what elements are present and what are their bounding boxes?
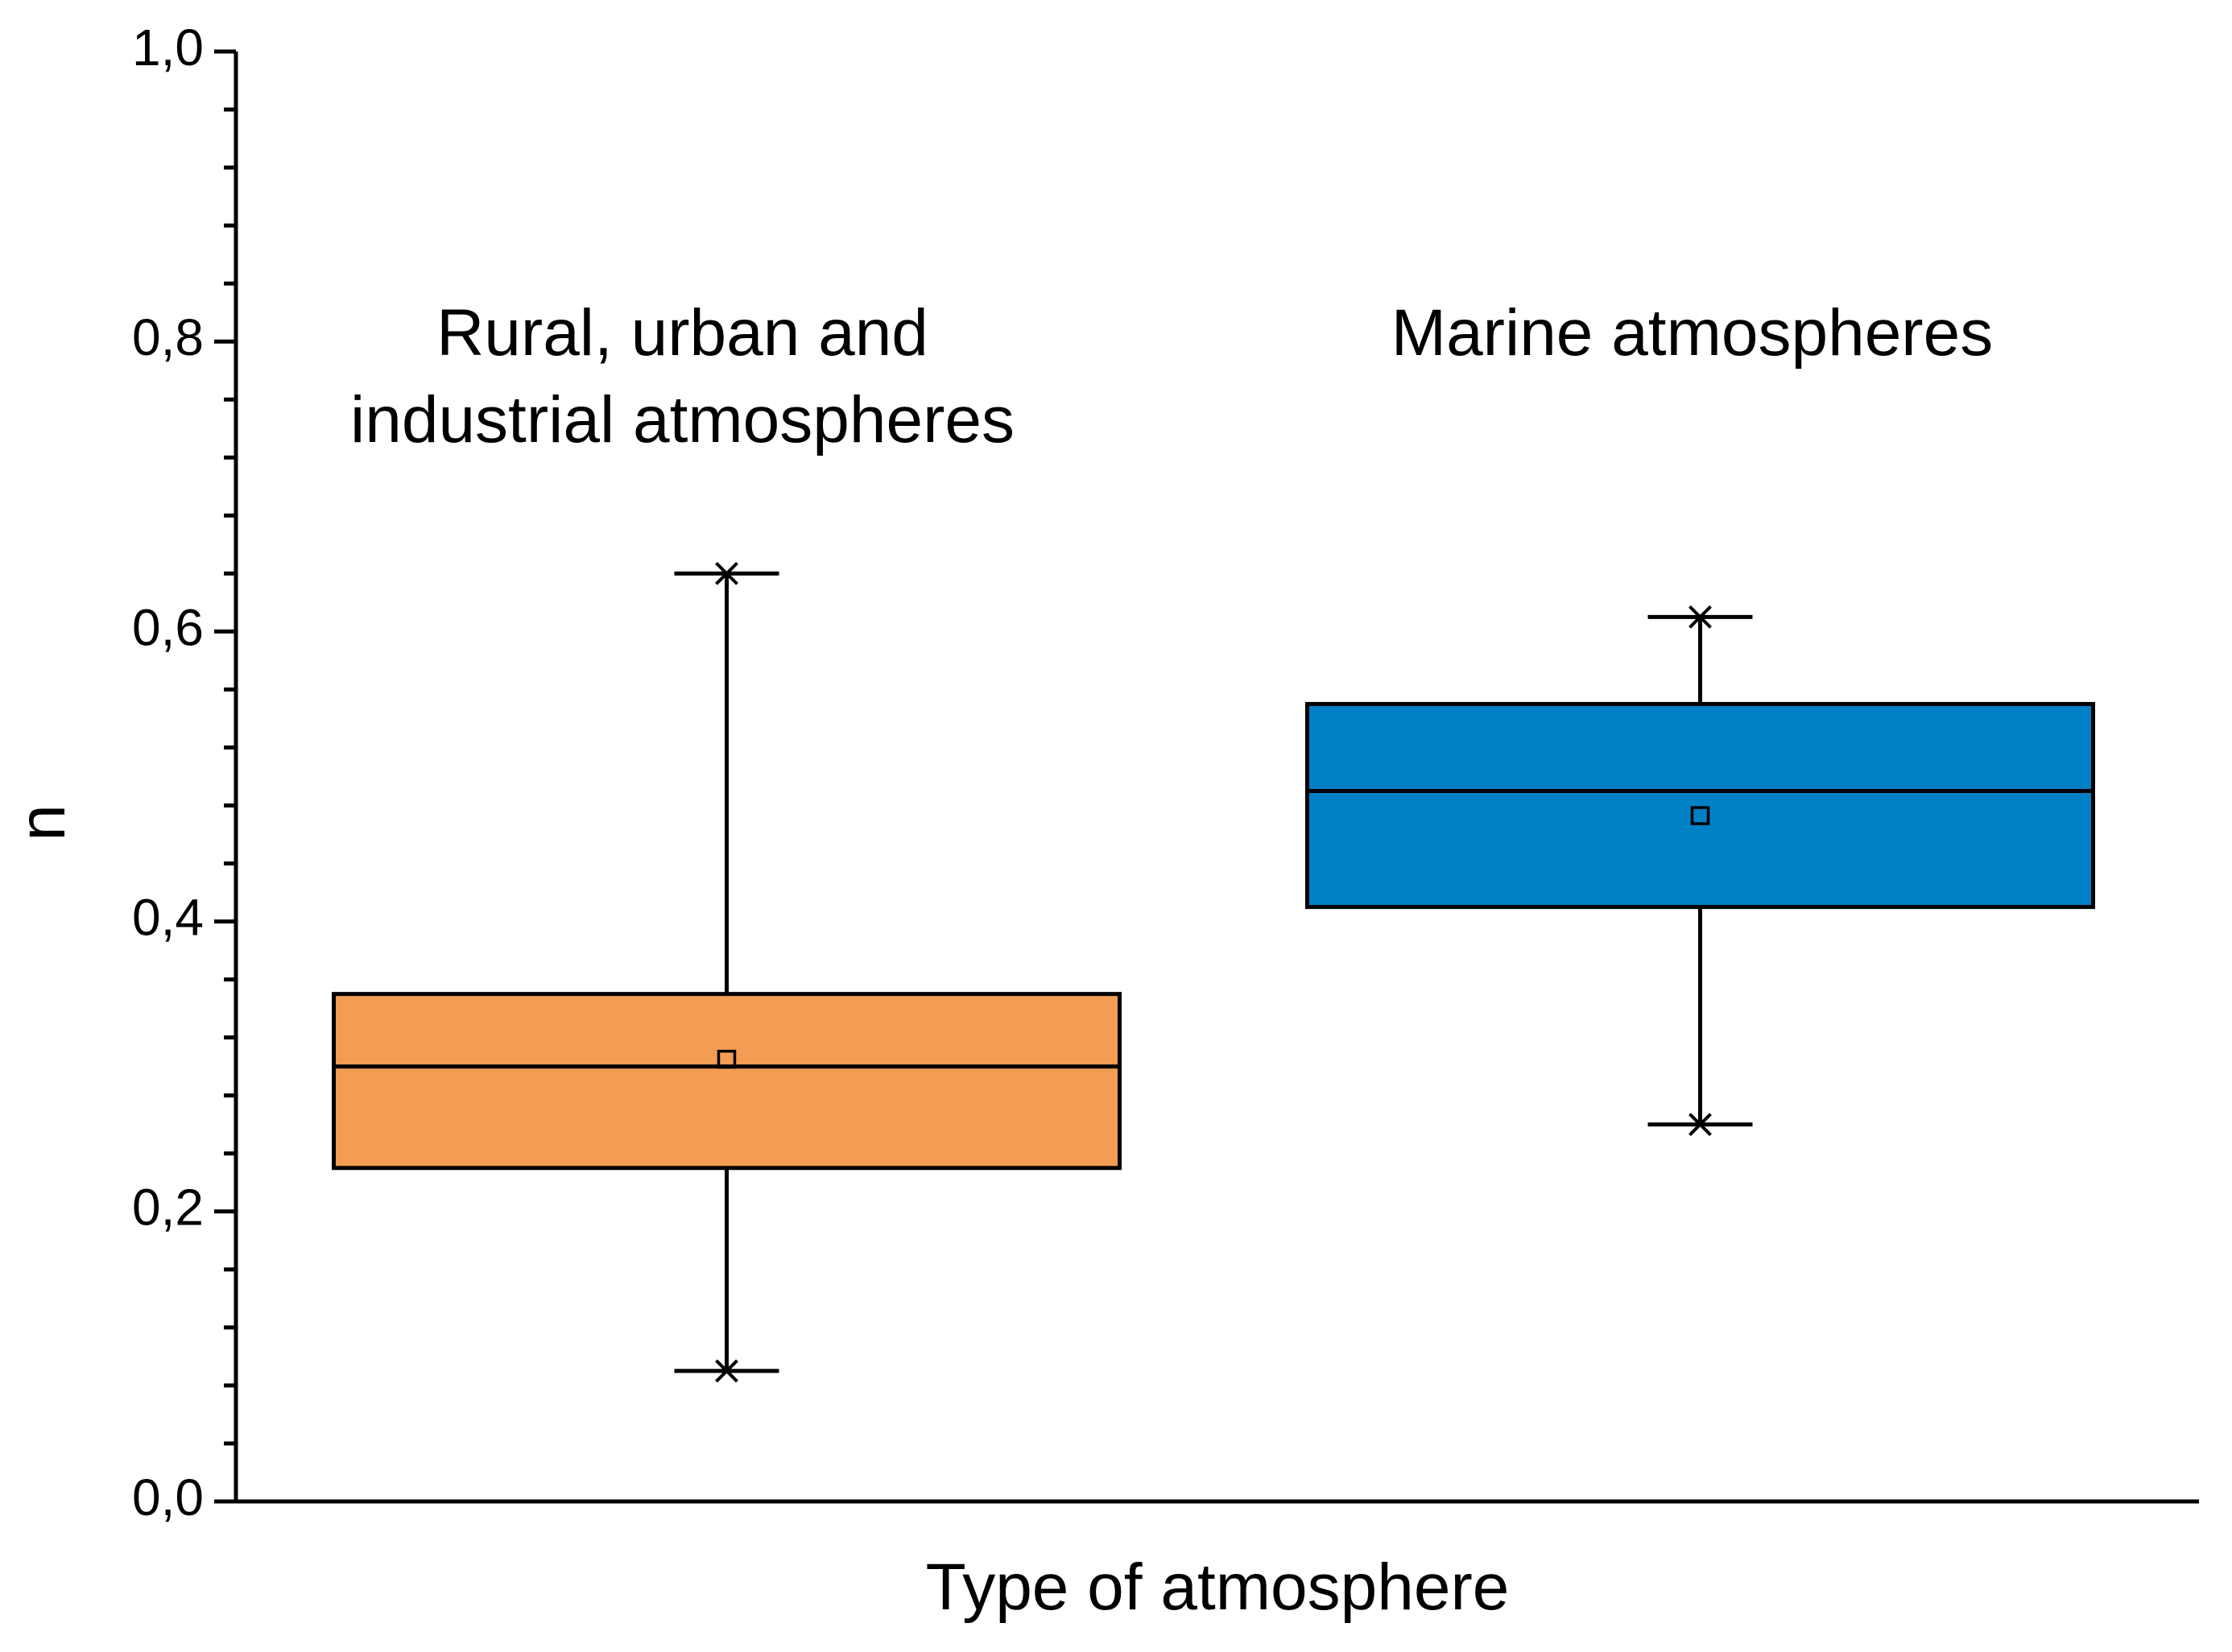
y-tick-label: 0,0 xyxy=(132,1468,204,1526)
mean-marker xyxy=(717,1049,737,1069)
box xyxy=(1305,701,2095,910)
y-tick-label: 0,6 xyxy=(132,598,204,656)
category-label: Marine atmospheres xyxy=(1391,296,1993,370)
y-tick-label: 0,8 xyxy=(132,308,204,366)
box xyxy=(332,992,1122,1171)
y-tick-label: 0,4 xyxy=(132,889,204,947)
whisker-marker xyxy=(715,561,738,585)
whisker-marker xyxy=(1688,605,1712,629)
mean-marker xyxy=(1690,806,1710,825)
whisker-marker xyxy=(715,1359,738,1383)
category-label: Rural, urban and industrial atmospheres xyxy=(350,296,1015,456)
y-axis-title: n xyxy=(6,804,79,841)
y-tick-label: 1,0 xyxy=(132,19,204,76)
category-label-line: Marine atmospheres xyxy=(1391,296,1993,370)
x-axis-title: Type of atmosphere xyxy=(926,1551,1510,1624)
category-label-line: industrial atmospheres xyxy=(350,383,1015,456)
category-label-line: Rural, urban and xyxy=(436,296,928,370)
y-tick-label: 0,2 xyxy=(132,1179,204,1237)
whisker-marker xyxy=(1688,1113,1712,1137)
